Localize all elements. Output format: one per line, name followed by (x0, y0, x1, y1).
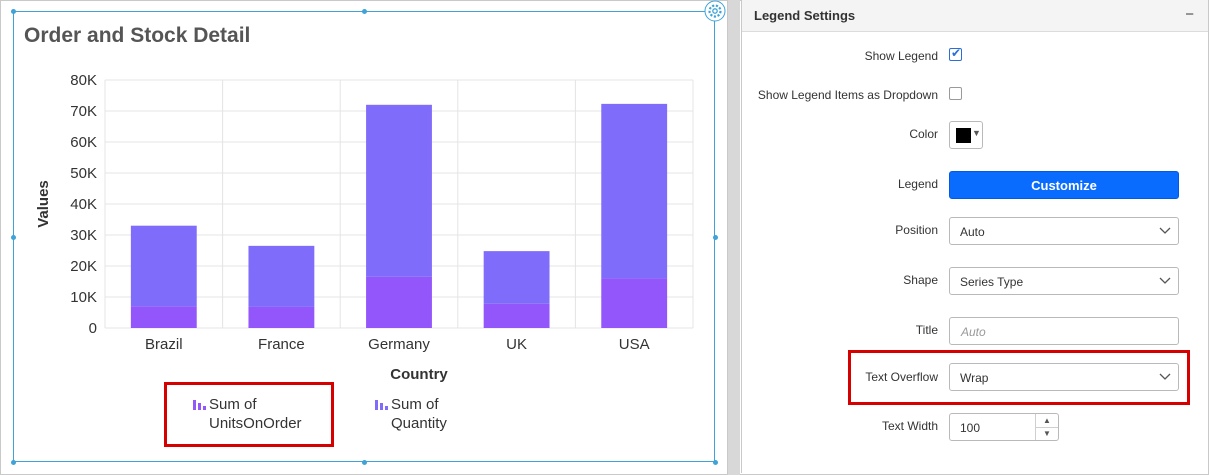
shape-label: Shape (903, 273, 938, 287)
text-overflow-dropdown[interactable]: Wrap (949, 363, 1179, 391)
y-axis-title: Values (35, 180, 52, 228)
position-dropdown[interactable]: Auto (949, 217, 1179, 245)
show-legend-label: Show Legend (864, 49, 938, 63)
position-label: Position (895, 223, 938, 237)
legend-label-line: Sum of (391, 396, 439, 413)
x-tick-label: France (258, 336, 305, 353)
text-overflow-label: Text Overflow (865, 370, 938, 384)
title-placeholder: Auto (961, 325, 986, 339)
shape-dropdown[interactable]: Series Type (949, 267, 1179, 295)
panel-header[interactable]: Legend Settings − (742, 0, 1208, 32)
bar (130, 225, 197, 307)
resize-handle-right[interactable] (713, 235, 718, 240)
legend-label: Legend (897, 177, 938, 191)
y-tick-label: 30K (70, 227, 97, 244)
panel-title: Legend Settings (754, 8, 856, 23)
text-width-stepper[interactable]: 100 ▲ ▼ (949, 413, 1059, 441)
bar (601, 278, 668, 328)
position-value: Auto (960, 225, 985, 239)
title-input[interactable]: Auto (949, 317, 1179, 345)
y-tick-label: 10K (70, 289, 97, 306)
highlight-box-text-overflow (848, 350, 1190, 405)
bar (366, 104, 432, 277)
y-tick-label: 60K (70, 134, 97, 151)
resize-handle-bottom[interactable] (362, 460, 367, 465)
bar (366, 276, 432, 328)
legend-item-units-on-order[interactable]: Sum of UnitsOnOrder (209, 395, 302, 433)
bar (483, 303, 550, 328)
color-label: Color (909, 127, 938, 141)
gear-icon[interactable] (704, 0, 726, 22)
y-tick-label: 40K (70, 196, 97, 213)
resize-handle-top[interactable] (362, 9, 367, 14)
x-tick-label: Germany (368, 336, 430, 353)
y-tick-label: 50K (70, 165, 97, 182)
bar (130, 306, 197, 328)
resize-handle-bottom-right[interactable] (713, 460, 718, 465)
chevron-down-icon (1159, 277, 1171, 284)
title-label: Title (915, 323, 938, 337)
y-tick-label: 70K (70, 103, 97, 120)
chevron-down-icon[interactable]: ▼ (1043, 429, 1051, 438)
customize-button[interactable]: Customize (949, 171, 1179, 199)
legend-settings-panel: Legend Settings − Show Legend ✔ Show Leg… (741, 0, 1208, 473)
x-tick-label: Brazil (145, 336, 183, 353)
legend-bar-icon (193, 400, 206, 410)
legend-label-line: Sum of (209, 396, 257, 413)
shape-value: Series Type (960, 275, 1024, 289)
chevron-down-icon (1159, 373, 1171, 380)
bar (483, 251, 550, 304)
resize-handle-bottom-left[interactable] (11, 460, 16, 465)
splitter[interactable] (727, 0, 740, 475)
legend-item-quantity[interactable]: Sum of Quantity (391, 395, 447, 433)
y-tick-label: 20K (70, 258, 97, 275)
legend-label-line: UnitsOnOrder (209, 415, 302, 432)
legend-dropdown-checkbox[interactable] (949, 87, 962, 100)
legend-dropdown-label: Show Legend Items as Dropdown (757, 88, 938, 102)
y-tick-label: 80K (70, 72, 97, 89)
bar-chart: 0 10K 20K 30K 40K 50K 60K 70K 80K Brazil France Ger… (35, 72, 694, 383)
bar (248, 306, 315, 328)
chevron-down-icon: ▼ (972, 128, 981, 138)
highlight-box-legend (164, 382, 334, 447)
collapse-icon[interactable]: − (1185, 6, 1194, 23)
text-width-value: 100 (960, 421, 981, 435)
chart-title: Order and Stock Detail (24, 24, 251, 47)
color-swatch (956, 128, 971, 143)
chevron-up-icon[interactable]: ▲ (1036, 414, 1058, 428)
x-tick-label: USA (619, 336, 650, 353)
checkmark-icon: ✔ (951, 46, 962, 60)
text-width-label: Text Width (881, 419, 938, 433)
legend-label-line: Quantity (391, 415, 447, 432)
x-tick-label: UK (506, 336, 527, 353)
bar (248, 245, 315, 307)
resize-handle-top-left[interactable] (11, 9, 16, 14)
spinner: ▲ ▼ (1035, 414, 1058, 440)
chevron-down-icon (1159, 227, 1171, 234)
show-legend-checkbox[interactable]: ✔ (949, 46, 962, 61)
x-axis-title: Country (390, 366, 448, 383)
y-tick-label: 0 (89, 320, 97, 337)
resize-handle-left[interactable] (11, 235, 16, 240)
color-picker[interactable]: ▼ (949, 121, 983, 149)
bar (601, 103, 668, 279)
legend-bar-icon (375, 400, 388, 410)
text-overflow-value: Wrap (960, 371, 989, 385)
